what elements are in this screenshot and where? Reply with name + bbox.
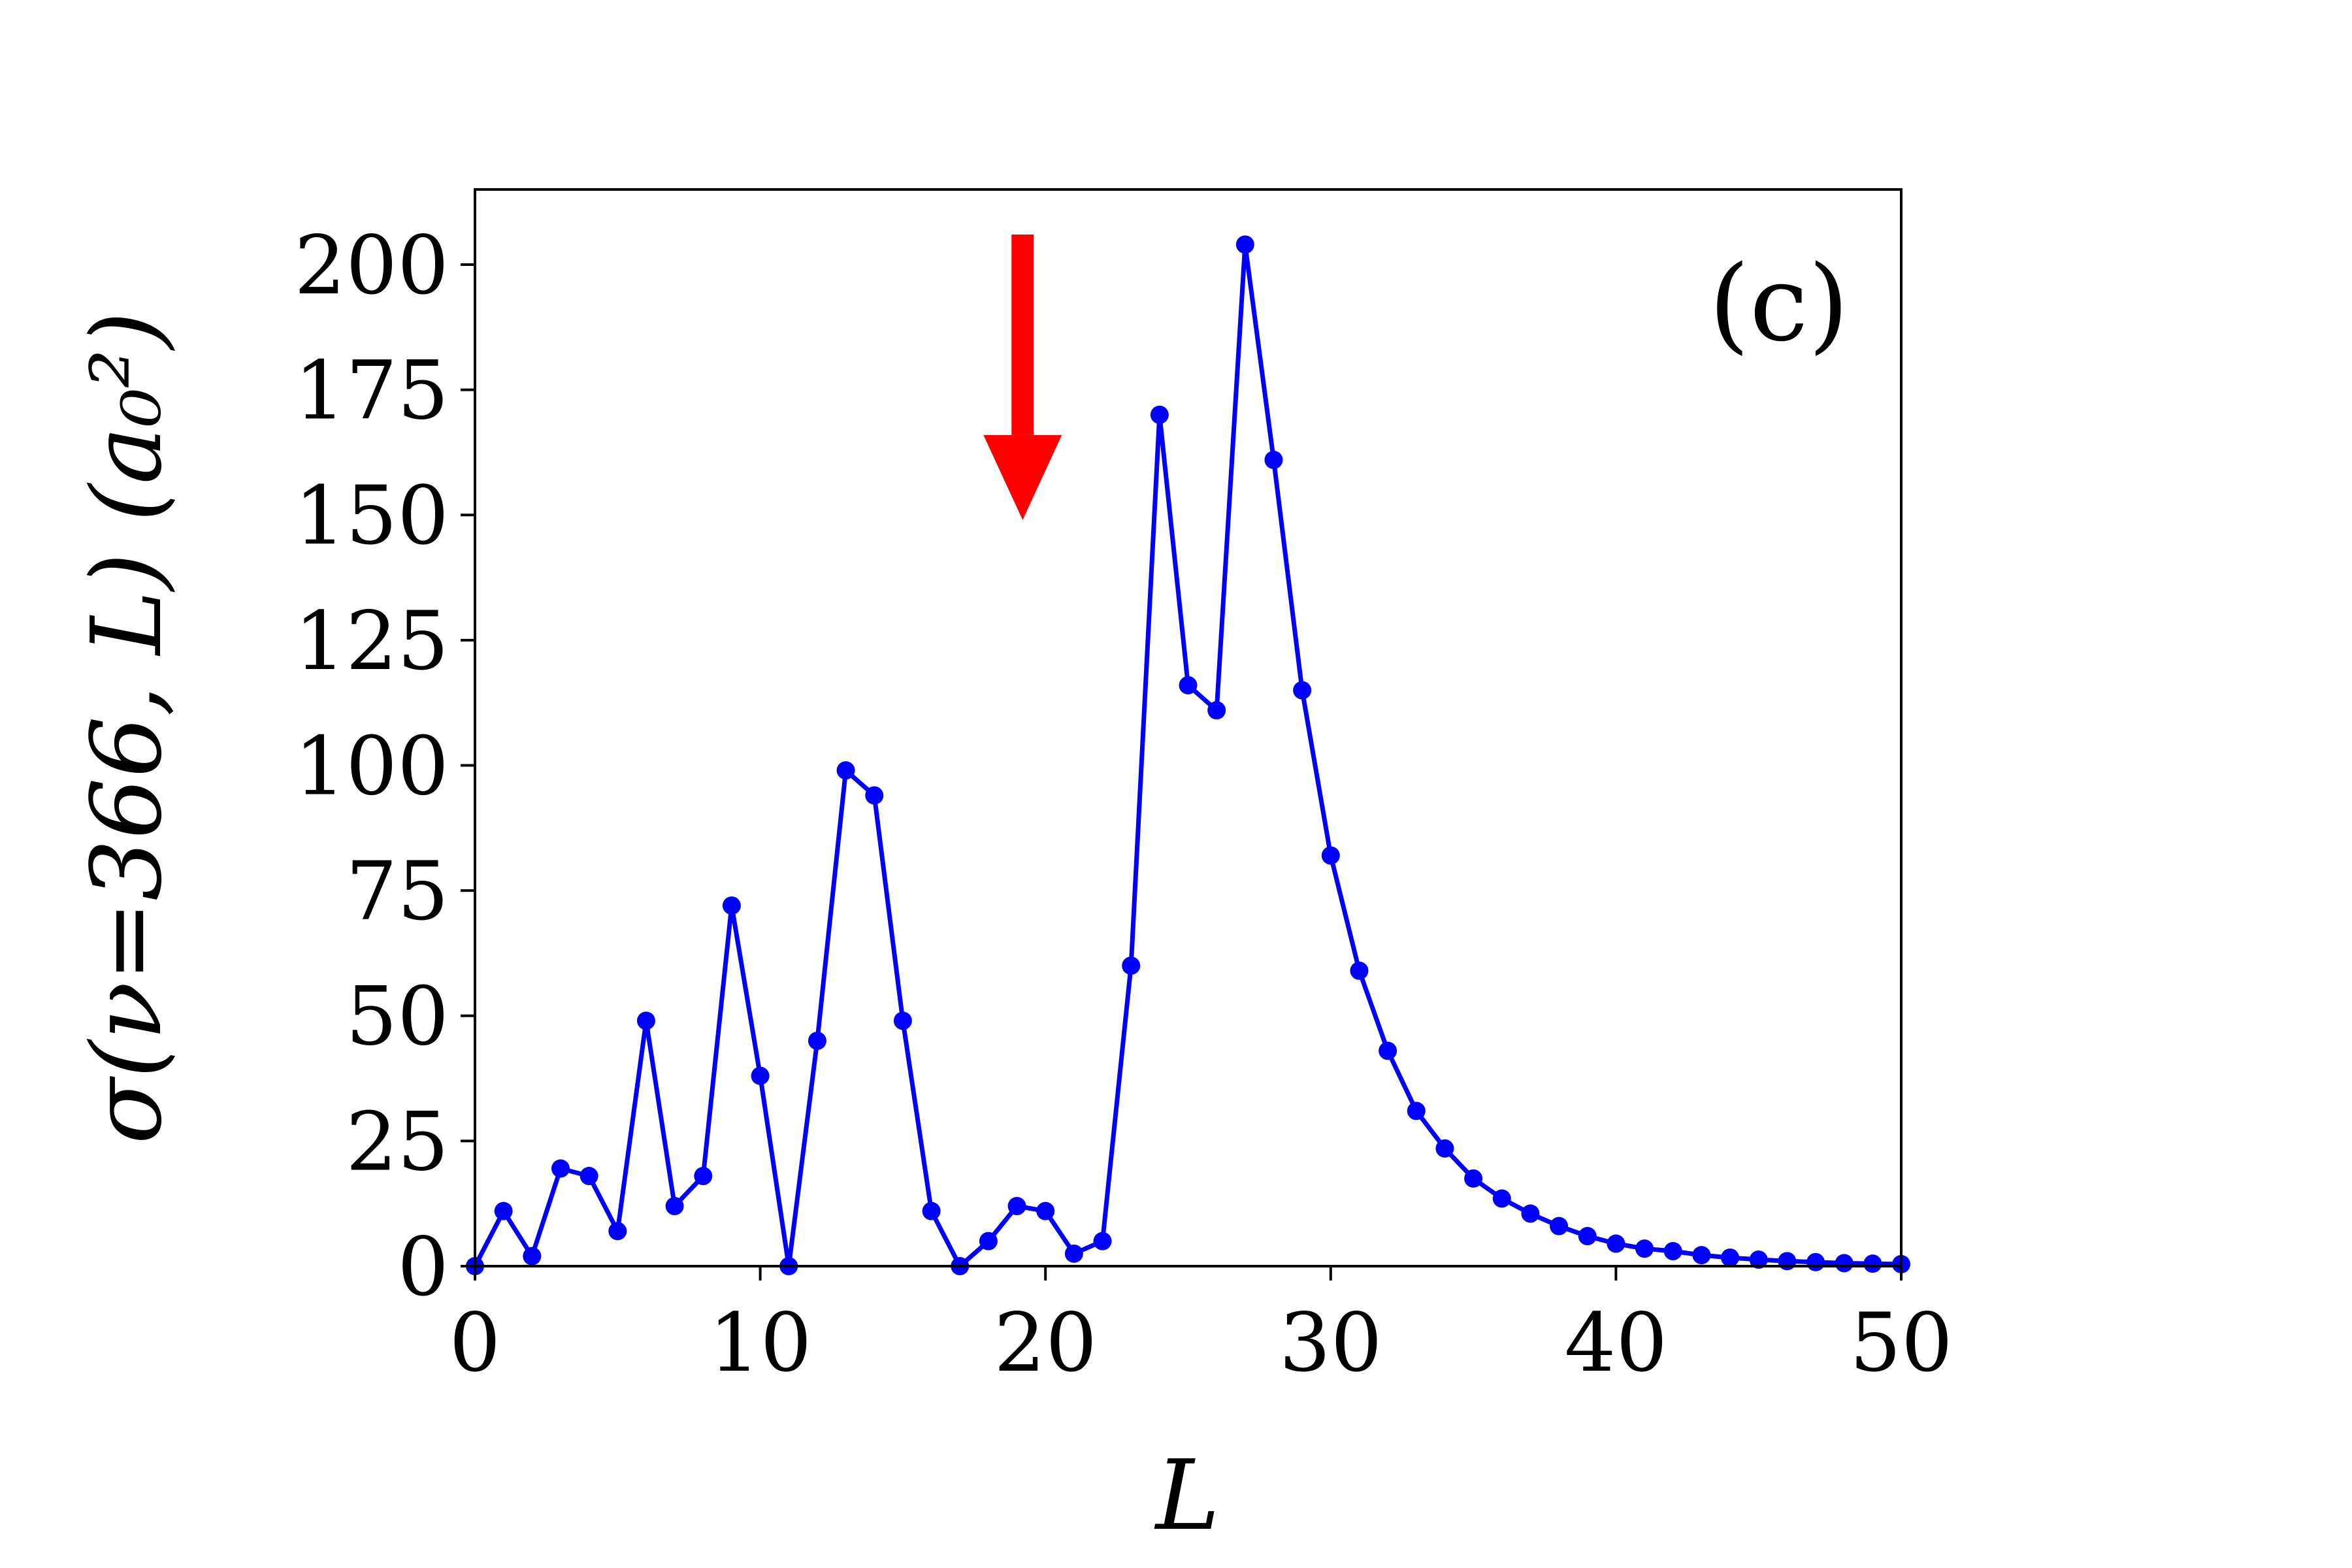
y-tick-label: 200	[294, 219, 449, 313]
data-point	[1179, 676, 1198, 694]
y-tick-label: 75	[346, 845, 449, 939]
data-point	[1521, 1204, 1540, 1223]
data-point	[922, 1201, 941, 1220]
data-point	[694, 1167, 713, 1186]
data-point	[608, 1222, 627, 1241]
data-point	[1435, 1139, 1454, 1158]
data-point	[1407, 1102, 1426, 1120]
data-point	[665, 1197, 684, 1216]
data-point	[1663, 1242, 1682, 1261]
arrow-layer	[983, 234, 1062, 520]
panel-label: (c)	[1709, 242, 1849, 365]
data-point	[1093, 1232, 1112, 1250]
y-tick-label: 0	[397, 1220, 449, 1315]
data-point	[1578, 1227, 1597, 1246]
data-point	[1264, 450, 1283, 469]
data-point	[865, 786, 884, 805]
data-point	[1122, 956, 1141, 975]
data-point	[1607, 1234, 1625, 1253]
y-tick-label: 50	[346, 970, 449, 1064]
x-tick-label: 20	[994, 1296, 1097, 1390]
data-point	[1635, 1239, 1654, 1258]
x-tick-label: 30	[1279, 1296, 1382, 1390]
data-point	[580, 1167, 598, 1186]
y-tick-label: 175	[294, 344, 449, 438]
data-point	[636, 1011, 655, 1030]
arrow-shaft	[1011, 234, 1034, 435]
data-point	[893, 1011, 912, 1030]
data-point	[1692, 1246, 1711, 1265]
data-point	[1150, 405, 1169, 424]
data-point	[1835, 1254, 1854, 1273]
data-point	[751, 1066, 770, 1085]
arrow-head	[983, 434, 1062, 520]
series-line	[472, 242, 1902, 1269]
data-point	[979, 1232, 998, 1250]
data-point	[523, 1247, 542, 1266]
data-point	[1350, 961, 1369, 980]
data-point	[1036, 1201, 1055, 1220]
y-tick-label: 125	[294, 595, 449, 689]
x-tick-label: 50	[1850, 1296, 1953, 1390]
x-tick-label: 0	[449, 1296, 501, 1390]
data-point	[1749, 1250, 1768, 1269]
data-point	[1235, 235, 1254, 254]
data-point	[1207, 701, 1226, 720]
data-point	[1863, 1254, 1882, 1273]
x-tick-label: 10	[709, 1296, 812, 1390]
data-point	[1721, 1248, 1740, 1267]
data-point	[836, 761, 855, 780]
x-tick-label: 40	[1565, 1296, 1668, 1390]
ticks-layer: 0 10 20 30 40 50 0 25 50 75 100 125 150 175 200	[294, 219, 1953, 1390]
data-point	[1464, 1169, 1483, 1188]
plot-frame	[474, 188, 1903, 1267]
x-axis-title: L	[1154, 1439, 1220, 1552]
data-point	[1778, 1252, 1797, 1271]
y-tick-label: 25	[346, 1095, 449, 1189]
data-point	[1492, 1189, 1511, 1208]
y-tick-label: 100	[294, 719, 449, 813]
data-point	[494, 1201, 513, 1220]
data-point	[1806, 1252, 1825, 1271]
data-point	[808, 1032, 826, 1051]
data-point	[1007, 1197, 1026, 1216]
data-point	[722, 896, 741, 915]
data-point	[1379, 1041, 1397, 1060]
data-point	[1064, 1244, 1083, 1263]
data-point	[1550, 1217, 1569, 1235]
y-axis-title: σ(ν=366, L) (a₀²)	[71, 312, 183, 1145]
y-tick-label: 150	[294, 469, 449, 563]
marks-layer	[466, 235, 1910, 1275]
data-point	[551, 1159, 570, 1178]
data-point	[1293, 681, 1312, 700]
data-point	[1321, 846, 1340, 865]
